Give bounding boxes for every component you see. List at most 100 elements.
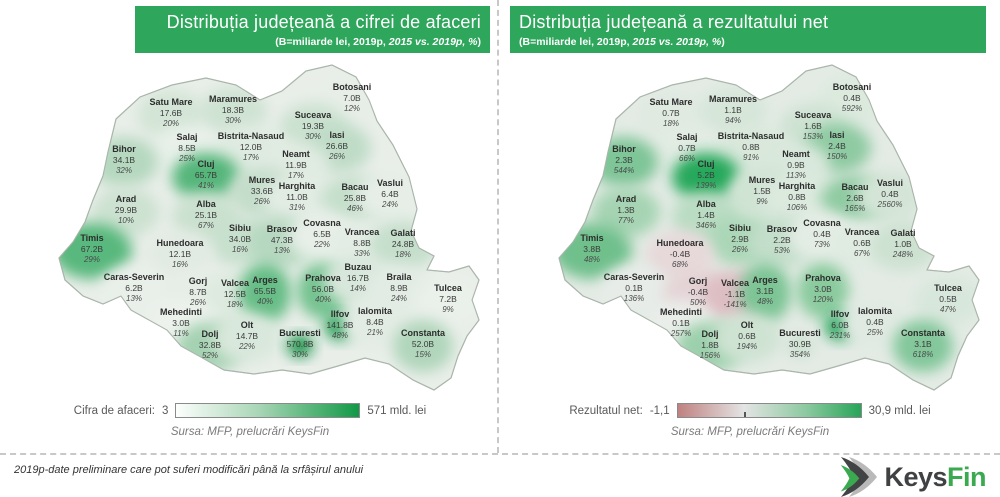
county-name: Ialomita [357,306,393,316]
county-growth: 231% [829,331,851,340]
county-name: Iasi [329,130,345,140]
county-label-tulcea: Tulcea 7.2B 9% [434,283,462,315]
county-growth: 18% [662,119,680,128]
net-subtitle: (B=miliarde lei, 2019p, 2015 vs. 2019p, … [519,35,986,49]
county-label-harghita: Harghita 11.0B 31% [279,181,316,213]
county-label-salaj: Salaj 8.5B 25% [176,132,197,164]
county-region-constanta [893,320,953,372]
county-name: Galati [390,228,416,238]
county-label-caras-severin: Caras-Severin 6.2B 13% [104,272,165,304]
county-growth: 26% [189,298,207,307]
county-region-harghita [263,174,331,224]
county-growth: 30% [224,116,241,125]
county-value: 2.6B [846,193,864,203]
county-name: Satu Mare [149,97,193,107]
county-growth: 53% [773,246,791,255]
county-region-bucuresti [787,335,813,357]
turnover-title: Distribuția județeană a cifrei de afacer… [166,12,481,32]
county-growth: 20% [162,119,180,128]
county-growth: 52% [201,351,218,360]
county-region-cluj [172,153,240,201]
county-label-bihor: Bihor 34.1B 32% [112,144,136,176]
county-name: Neamt [782,149,810,159]
county-label-dolj: Dolj 1.8B 156% [700,329,720,361]
county-region-vaslui [856,171,924,221]
county-value: 141.8B [326,320,354,330]
county-value: 0.7B [662,108,680,118]
map-net-result: Satu Mare 0.7B 18% Maramures 1.1B 94% Botosani… [520,57,980,397]
county-growth: 25% [178,154,196,163]
county-label-mehedinti: Mehedinti 0.1B 257% [660,307,702,339]
county-value: 0.1B [625,283,643,293]
county-growth: 136% [623,294,645,303]
county-growth: 17% [242,153,260,162]
turnover-legend: Cifra de afaceri: 3 571 mld. lei [0,403,500,418]
county-region-prahova [797,263,849,319]
county-label-ialomita: Ialomita 8.4B 21% [358,306,392,338]
county-growth: 67% [197,221,214,230]
keysfin-wordmark: KeysFin [884,462,986,493]
county-value: 12.0B [239,142,263,152]
county-label-gorj: Gorj 8.7B 26% [189,276,208,308]
county-growth: 2560% [877,200,903,209]
county-name: Valcea [220,278,250,288]
county-value: -0.4B [687,287,709,297]
county-name: Valcea [720,278,750,288]
county-name: Vaslui [376,178,404,188]
net-source: Sursa: MFP, prelucrări KeysFin [670,426,830,438]
county-value: 0.6B [738,331,756,341]
county-name: Dolj [201,329,219,339]
county-growth: 618% [912,350,934,359]
county-name: Bihor [112,144,136,154]
county-name: Olt [740,320,754,330]
county-label-arges: Arges 65.5B 40% [252,275,278,307]
county-value: 25.1B [194,210,218,220]
county-name: Satu Mare [649,97,693,107]
county-value: 1.4B [697,210,715,220]
county-growth: 40% [256,297,274,306]
county-growth: 24% [381,200,399,209]
county-name: Ialomita [857,306,893,316]
county-growth: 106% [786,203,808,212]
county-label-constanta: Constanta 3.1B 618% [901,328,945,360]
keysfin-logo: KeysFin [833,456,987,497]
county-value: 570.8B [286,339,314,349]
county-growth: 12% [343,104,361,113]
county-label-cluj: Cluj 5.2B 139% [696,159,716,191]
subtitle-italic: 2015 vs. 2019p, % [632,36,722,48]
county-name: Buzau [344,262,372,272]
county-value: 1.1B [724,105,742,115]
county-value: 3.0B [172,318,190,328]
county-name: Mehedinti [160,307,202,317]
county-value: 2.4B [828,141,846,151]
county-growth: 32% [115,166,132,175]
legend-max: 571 mld. lei [367,404,427,417]
county-name: Arad [115,194,137,204]
horizontal-dashed-divider [0,453,1000,455]
county-label-maramures: Maramures 18.3B 30% [209,94,257,126]
county-label-timis: Timis 3.8B 48% [580,233,603,265]
county-growth: 13% [273,246,291,255]
county-label-brasov: Brasov 2.2B 53% [767,224,798,256]
county-label-arad: Arad 1.3B 77% [616,194,637,226]
county-label-maramures: Maramures 1.1B 94% [709,94,757,126]
logo-fin: Fin [947,461,987,492]
county-value: 0.9B [787,160,805,170]
county-growth: 41% [197,181,214,190]
county-value: 11.0B [286,192,308,202]
county-label-botosani: Botosani 0.4B 592% [833,82,872,114]
county-growth: 22% [238,342,255,351]
county-growth: 26% [731,245,748,254]
county-value: 12.1B [168,249,192,259]
county-value: 34.0B [228,234,252,244]
county-value: 16.7B [346,273,370,283]
county-name: Neamt [282,149,310,159]
county-growth: 24% [390,294,408,303]
county-growth: 91% [742,153,760,162]
county-label-sibiu: Sibiu 34.0B 16% [229,223,251,255]
county-growth: 165% [844,204,866,213]
county-label-bacau: Bacau 25.8B 46% [341,182,368,214]
county-label-covasna: Covasna 6.5B 22% [303,218,341,250]
county-region-cluj [672,153,740,201]
